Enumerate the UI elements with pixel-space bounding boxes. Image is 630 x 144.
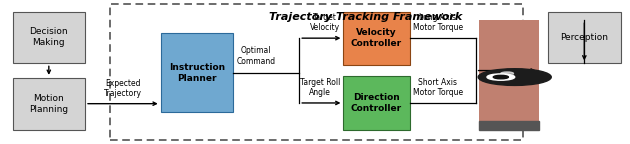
- Text: Trajectory Tracking Framework: Trajectory Tracking Framework: [270, 12, 462, 21]
- Text: Direction
Controller: Direction Controller: [351, 93, 402, 113]
- Text: Motion
Planning: Motion Planning: [29, 94, 69, 114]
- FancyBboxPatch shape: [13, 12, 85, 63]
- FancyBboxPatch shape: [343, 76, 410, 130]
- Text: Target Roll
Angle: Target Roll Angle: [300, 78, 340, 97]
- Text: Optimal
Command: Optimal Command: [236, 46, 275, 66]
- Text: Expected
Trajectory: Expected Trajectory: [104, 78, 142, 98]
- FancyBboxPatch shape: [548, 12, 621, 63]
- Bar: [479, 121, 539, 130]
- FancyBboxPatch shape: [13, 78, 85, 130]
- Text: Target
Velocity: Target Velocity: [310, 13, 340, 32]
- Text: Velocity
Controller: Velocity Controller: [351, 28, 402, 48]
- FancyBboxPatch shape: [479, 20, 539, 130]
- Text: Decision
Making: Decision Making: [30, 27, 68, 48]
- Circle shape: [501, 72, 513, 75]
- Circle shape: [478, 69, 551, 85]
- Text: Short Axis
Motor Torque: Short Axis Motor Torque: [413, 78, 463, 97]
- Circle shape: [507, 74, 513, 76]
- Circle shape: [493, 75, 508, 79]
- Text: Perception: Perception: [560, 33, 609, 42]
- Circle shape: [487, 74, 515, 80]
- FancyBboxPatch shape: [161, 33, 233, 112]
- FancyBboxPatch shape: [343, 12, 410, 65]
- Text: Long Axis
Motor Torque: Long Axis Motor Torque: [413, 13, 463, 32]
- Text: Instruction
Planner: Instruction Planner: [169, 63, 225, 83]
